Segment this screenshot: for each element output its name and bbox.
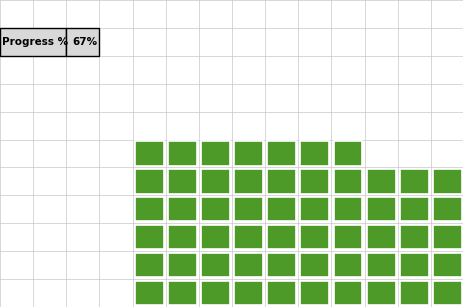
- Bar: [399, 197, 428, 221]
- Bar: [432, 253, 461, 277]
- Bar: [200, 197, 229, 221]
- Bar: [134, 281, 163, 305]
- Bar: [267, 225, 295, 249]
- Bar: [200, 169, 229, 193]
- Bar: [200, 253, 229, 277]
- Bar: [366, 281, 394, 305]
- Bar: [200, 281, 229, 305]
- Bar: [333, 225, 362, 249]
- Bar: [333, 253, 362, 277]
- Bar: [134, 197, 163, 221]
- Bar: [399, 169, 428, 193]
- Bar: [432, 225, 461, 249]
- Bar: [267, 253, 295, 277]
- Bar: [333, 141, 362, 166]
- Bar: [267, 281, 295, 305]
- Bar: [134, 225, 163, 249]
- Bar: [300, 197, 329, 221]
- Bar: [234, 253, 263, 277]
- Bar: [134, 169, 163, 193]
- Bar: [234, 169, 263, 193]
- Bar: [200, 225, 229, 249]
- Bar: [234, 225, 263, 249]
- Bar: [66, 28, 99, 56]
- Text: 67%: 67%: [72, 37, 97, 47]
- Bar: [234, 141, 263, 166]
- Bar: [300, 225, 329, 249]
- Bar: [267, 169, 295, 193]
- Bar: [399, 281, 428, 305]
- Bar: [234, 197, 263, 221]
- Bar: [333, 281, 362, 305]
- Bar: [366, 197, 394, 221]
- Bar: [399, 253, 428, 277]
- Bar: [300, 253, 329, 277]
- Bar: [399, 225, 428, 249]
- Bar: [300, 169, 329, 193]
- Bar: [0, 28, 66, 56]
- Bar: [366, 225, 394, 249]
- Bar: [432, 281, 461, 305]
- Bar: [134, 253, 163, 277]
- Bar: [168, 225, 196, 249]
- Bar: [234, 281, 263, 305]
- Bar: [300, 281, 329, 305]
- Bar: [168, 141, 196, 166]
- Bar: [432, 197, 461, 221]
- Bar: [134, 141, 163, 166]
- Bar: [200, 141, 229, 166]
- Bar: [168, 253, 196, 277]
- Bar: [432, 169, 461, 193]
- Bar: [333, 169, 362, 193]
- Bar: [168, 281, 196, 305]
- Bar: [168, 197, 196, 221]
- Bar: [168, 169, 196, 193]
- Bar: [267, 197, 295, 221]
- Bar: [333, 197, 362, 221]
- Text: Progress %: Progress %: [2, 37, 68, 47]
- Bar: [267, 141, 295, 166]
- Bar: [366, 253, 394, 277]
- Bar: [366, 169, 394, 193]
- Bar: [300, 141, 329, 166]
